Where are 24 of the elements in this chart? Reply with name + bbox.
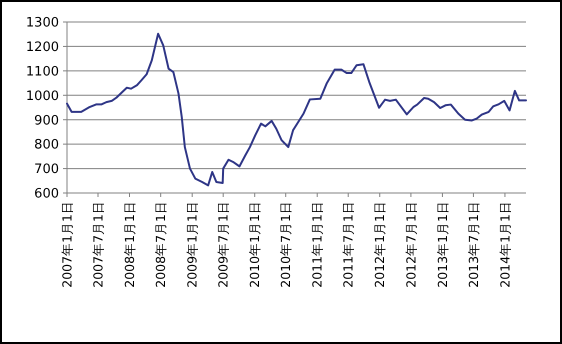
x-tick-label: 2011年7月1日 <box>340 201 356 288</box>
x-tick-label: 2007年7月1日 <box>90 201 106 288</box>
y-tick-label: 1100 <box>26 64 59 80</box>
x-tick-label: 2012年1月1日 <box>372 201 388 288</box>
y-tick-label: 900 <box>34 113 59 128</box>
y-tick-label: 1200 <box>26 40 59 55</box>
x-tick-label: 2009年7月1日 <box>216 201 231 288</box>
x-tick-label: 2010年1月1日 <box>247 201 262 288</box>
y-tick-label: 1300 <box>26 16 59 31</box>
x-tick-label: 2008年7月1日 <box>153 201 168 288</box>
x-tick-label: 2010年7月1日 <box>278 201 294 288</box>
x-tick-label: 2014年1月1日 <box>497 201 512 288</box>
y-tick-label: 800 <box>34 138 59 153</box>
x-tick-label: 2007年1月1日 <box>59 201 74 288</box>
y-tick-label: 1000 <box>26 88 59 104</box>
x-tick-label: 2013年1月1日 <box>434 201 450 288</box>
x-tick-label: 2008年1月1日 <box>122 201 137 288</box>
x-tick-label: 2013年7月1日 <box>466 201 481 288</box>
line-series <box>66 32 527 186</box>
y-tick-label: 700 <box>34 162 59 178</box>
y-tick-label: 600 <box>34 186 59 202</box>
x-tick-label: 2009年1月1日 <box>184 201 200 288</box>
x-tick-label: 2011年1月1日 <box>310 201 325 288</box>
x-tick-label: 2012年7月1日 <box>403 201 418 288</box>
